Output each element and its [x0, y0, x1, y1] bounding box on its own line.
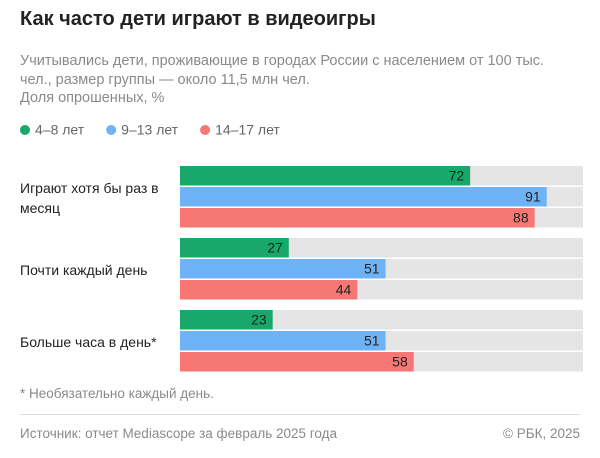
value-label: 88 — [513, 209, 529, 225]
legend-marker — [106, 125, 117, 135]
bar — [180, 310, 273, 330]
category-label: Почти каждый день — [20, 261, 148, 278]
legend-marker — [200, 125, 211, 135]
legend-label: 4–8 лет — [35, 122, 85, 138]
source: Источник: отчет Mediascope за февраль 20… — [20, 426, 338, 441]
subtitle: Учитывались дети, проживающие в городах … — [20, 53, 545, 88]
bar — [180, 208, 535, 228]
bar — [180, 280, 358, 300]
copyright: © РБК, 2025 — [503, 426, 580, 441]
bar — [180, 166, 471, 186]
value-label: 58 — [392, 353, 408, 369]
value-label: 51 — [364, 260, 380, 276]
bar-track — [180, 310, 583, 330]
bar — [180, 187, 547, 207]
legend-label: 14–17 лет — [215, 122, 280, 138]
category-wrap: Играют хотя бы раз в месяц — [20, 179, 159, 216]
unit-note: Доля опрошенных, % — [20, 90, 165, 106]
footnote: * Необязательно каждый день. — [20, 386, 214, 401]
chart: 4–8 лет 9–13 лет 14–17 лет Играют хотя бы р… — [20, 122, 583, 372]
separator — [20, 414, 580, 415]
category-label: Играют хотя бы раз в месяц — [20, 179, 159, 216]
legend-label: 9–13 лет — [121, 122, 179, 138]
value-label: 44 — [336, 281, 352, 297]
value-label: 23 — [251, 311, 267, 327]
bar — [180, 331, 386, 351]
legend-marker — [20, 125, 30, 135]
value-label: 72 — [449, 167, 465, 183]
title: Как часто дети играют в видеоигры — [20, 8, 376, 30]
bar — [180, 238, 289, 258]
bar — [180, 259, 386, 279]
value-label: 51 — [364, 332, 380, 348]
bar — [180, 352, 414, 372]
category-label: Больше часа в день* — [20, 333, 157, 350]
category-wrap: Почти каждый день — [20, 261, 148, 278]
value-label: 27 — [267, 239, 283, 255]
category-wrap: Больше часа в день* — [20, 333, 157, 350]
value-label: 91 — [525, 188, 541, 204]
